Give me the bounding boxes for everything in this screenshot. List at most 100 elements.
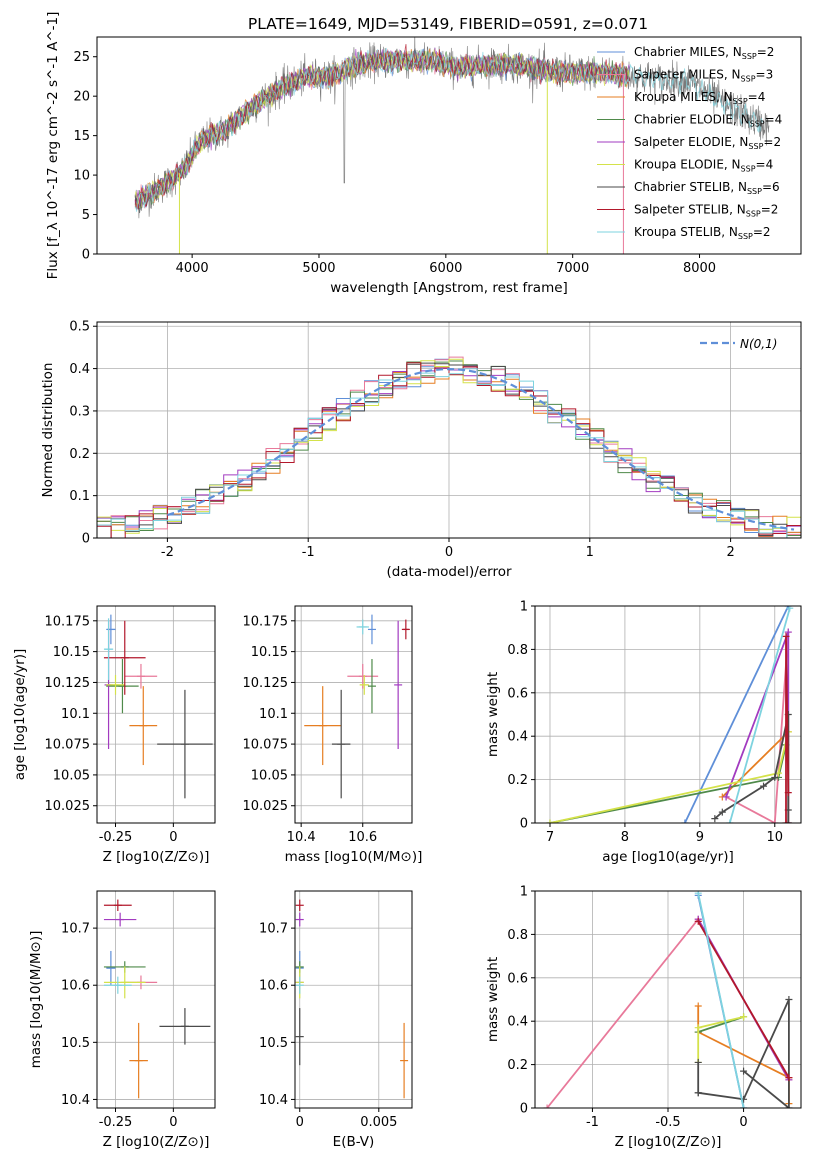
legend-label: Kroupa ELODIE, NSSP=4 (634, 158, 773, 174)
weight-marker (740, 1013, 748, 1021)
legend-label: Salpeter MILES, NSSP=3 (634, 68, 773, 84)
weight-marker (694, 917, 702, 925)
plot-area (304, 614, 410, 799)
panel-mass_vs_Z: -0.25 0 10.4 10.5 10.6 10.7 Z [log10(Z/Z⊙)] mas… (28, 890, 216, 1150)
y-tick-label: 0.5 (69, 320, 90, 335)
plot-area (97, 356, 801, 538)
y-axis-label: mass weight (485, 957, 501, 1042)
legend-label: Chabrier ELODIE, NSSP=4 (634, 113, 782, 129)
y-tick-label: 10.05 (251, 768, 288, 783)
weight-marker (694, 1002, 702, 1010)
legend-label-sub: SSP (741, 75, 756, 84)
grid-lines (97, 606, 215, 823)
y-tick-label: 10.075 (45, 738, 91, 753)
x-axis-label: Z [log10(Z/Z⊙)] (615, 1134, 722, 1150)
x-tick-label: -0.5 (655, 1115, 680, 1130)
weight-line-kroupa-stelib (728, 607, 791, 823)
x-axis-label: age [log10(age/yr)] (602, 849, 734, 865)
weight-line-kroupa-stelib (697, 893, 745, 1108)
y-tick-label: 0.8 (507, 928, 528, 943)
y-tick-label: 10.4 (259, 1093, 288, 1108)
model-spectrum-salpeter-stelib (134, 44, 631, 210)
x-tick-label: 10.4 (287, 830, 316, 845)
hist-step-chabrier-stelib (97, 362, 801, 538)
weight-marker (718, 808, 726, 816)
weight-marker (784, 789, 792, 797)
weight-marker (784, 819, 792, 823)
x-axis-label: wavelength [Angstrom, rest frame] (330, 280, 568, 296)
weight-marker (694, 1058, 702, 1066)
axes-frame (96, 890, 216, 1109)
weight-marker (711, 815, 719, 823)
y-tick-label: 10.125 (45, 676, 91, 691)
grid-lines (97, 891, 215, 1108)
plot-area (543, 891, 793, 1108)
panel-residual_hist: -2 -1 0 1 2 0 0.1 0.2 0.3 0.4 0.5 (data-model)/erro… (40, 320, 802, 580)
x-tick-label: 7000 (556, 261, 589, 276)
legend-label: Chabrier STELIB, NSSP=6 (634, 180, 780, 196)
y-tick-label: 10.1 (259, 707, 288, 722)
legend-label-value: =3 (756, 68, 774, 82)
y-tick-label: 10.15 (251, 645, 288, 660)
x-axis-label: E(B-V) (333, 1134, 375, 1150)
y-tick-label: 1 (520, 885, 528, 900)
x-tick-label: 0.005 (360, 1115, 397, 1130)
weight-marker (771, 773, 779, 781)
weight-marker (786, 606, 794, 612)
y-tick-label: 10.05 (53, 768, 90, 783)
grid-lines (535, 605, 801, 824)
y-tick-label: 10.6 (259, 979, 288, 994)
weight-line-salpeter-stelib (697, 920, 790, 1079)
y-tick-label: 10.175 (243, 614, 289, 629)
legend-label-value: =6 (762, 180, 780, 194)
legend-label: Salpeter STELIB, NSSP=2 (634, 203, 778, 219)
y-axis-label: mass weight (485, 672, 501, 757)
weight-marker (785, 1074, 793, 1082)
weight-marker (722, 793, 730, 801)
weight-line-chabrier-elodie (549, 744, 787, 823)
x-tick-label: 0 (169, 1115, 177, 1130)
plot-area (546, 606, 794, 823)
x-tick-label: 6000 (429, 261, 462, 276)
x-tick-label: 10.6 (348, 830, 377, 845)
y-tick-label: 0 (520, 1102, 528, 1117)
x-tick-label: 4000 (176, 261, 209, 276)
weight-marker (694, 1024, 702, 1032)
y-tick-label: 0.4 (69, 362, 90, 377)
x-tick-label: 2 (726, 545, 734, 560)
grid-lines (295, 606, 412, 823)
y-tick-label: 10.025 (243, 799, 289, 814)
x-axis-label: Z [log10(Z/Z⊙)] (103, 849, 210, 865)
y-tick-label: 0 (82, 248, 90, 263)
y-tick-label: 0.2 (507, 1058, 528, 1073)
axes-frame (294, 890, 413, 1109)
weight-marker (771, 819, 779, 823)
legend-label-sub: SSP (738, 232, 753, 241)
y-axis-label: age [log10(age/yr)] (12, 649, 28, 781)
x-axis-label: (data-model)/error (386, 564, 512, 580)
y-tick-label: 10.5 (259, 1036, 288, 1051)
x-tick-label: -1 (586, 1115, 599, 1130)
weight-line-salpeter-miles (725, 631, 790, 823)
legend-label: Kroupa STELIB, NSSP=2 (634, 225, 771, 241)
x-tick-label: 0 (445, 545, 453, 560)
y-tick-label: 0.4 (507, 730, 528, 745)
y-tick-label: 0.8 (507, 643, 528, 658)
y-tick-label: 10.075 (243, 738, 289, 753)
legend-label: Salpeter ELODIE, NSSP=2 (634, 135, 781, 151)
weight-marker (694, 1089, 702, 1097)
legend: Chabrier MILES, NSSP=2 Salpeter MILES, NS… (597, 45, 782, 241)
weight-marker (681, 819, 689, 823)
weight-marker (782, 632, 790, 640)
axes-frame (96, 36, 802, 255)
legend-label: Chabrier MILES, NSSP=2 (634, 45, 774, 61)
panel-age_vs_mass: 10.4 10.6 10.025 10.05 10.075 10.1 10.125 10.15… (243, 605, 422, 865)
plot-area (134, 37, 770, 254)
y-tick-label: 0.2 (69, 447, 90, 462)
weight-marker (782, 819, 790, 823)
grid-lines (295, 891, 412, 1108)
legend-label-value: =4 (765, 113, 783, 127)
axes-frame (534, 890, 802, 1109)
y-tick-label: 10.6 (61, 979, 90, 994)
normal-reference-curve (167, 367, 795, 531)
